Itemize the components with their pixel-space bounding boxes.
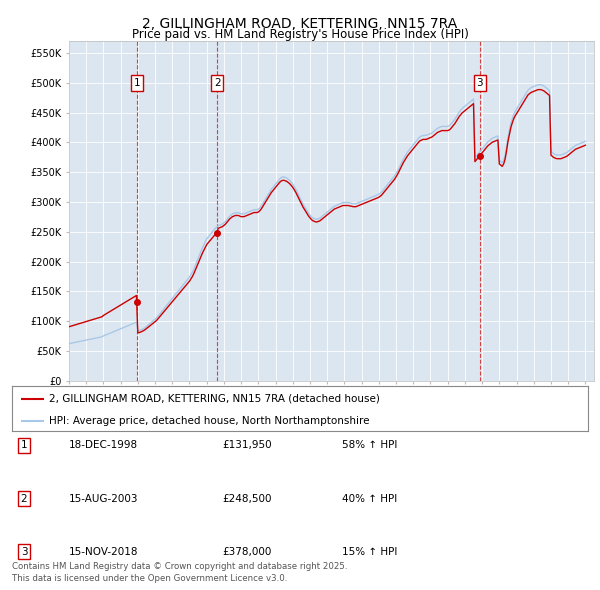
Text: 15% ↑ HPI: 15% ↑ HPI (342, 547, 397, 556)
Text: £131,950: £131,950 (222, 441, 272, 450)
Text: 1: 1 (134, 78, 140, 88)
Text: 15-AUG-2003: 15-AUG-2003 (69, 494, 139, 503)
Text: £378,000: £378,000 (222, 547, 271, 556)
Text: Price paid vs. HM Land Registry's House Price Index (HPI): Price paid vs. HM Land Registry's House … (131, 28, 469, 41)
Text: 2, GILLINGHAM ROAD, KETTERING, NN15 7RA (detached house): 2, GILLINGHAM ROAD, KETTERING, NN15 7RA … (49, 394, 380, 404)
Text: 2, GILLINGHAM ROAD, KETTERING, NN15 7RA: 2, GILLINGHAM ROAD, KETTERING, NN15 7RA (142, 17, 458, 31)
Text: 40% ↑ HPI: 40% ↑ HPI (342, 494, 397, 503)
Text: HPI: Average price, detached house, North Northamptonshire: HPI: Average price, detached house, Nort… (49, 416, 370, 426)
Text: £248,500: £248,500 (222, 494, 271, 503)
Text: 1: 1 (20, 441, 28, 450)
Text: 3: 3 (476, 78, 483, 88)
Text: 3: 3 (20, 547, 28, 556)
Text: 2: 2 (214, 78, 221, 88)
Text: 18-DEC-1998: 18-DEC-1998 (69, 441, 138, 450)
Text: 58% ↑ HPI: 58% ↑ HPI (342, 441, 397, 450)
Text: Contains HM Land Registry data © Crown copyright and database right 2025.
This d: Contains HM Land Registry data © Crown c… (12, 562, 347, 583)
Text: 2: 2 (20, 494, 28, 503)
Text: 15-NOV-2018: 15-NOV-2018 (69, 547, 139, 556)
